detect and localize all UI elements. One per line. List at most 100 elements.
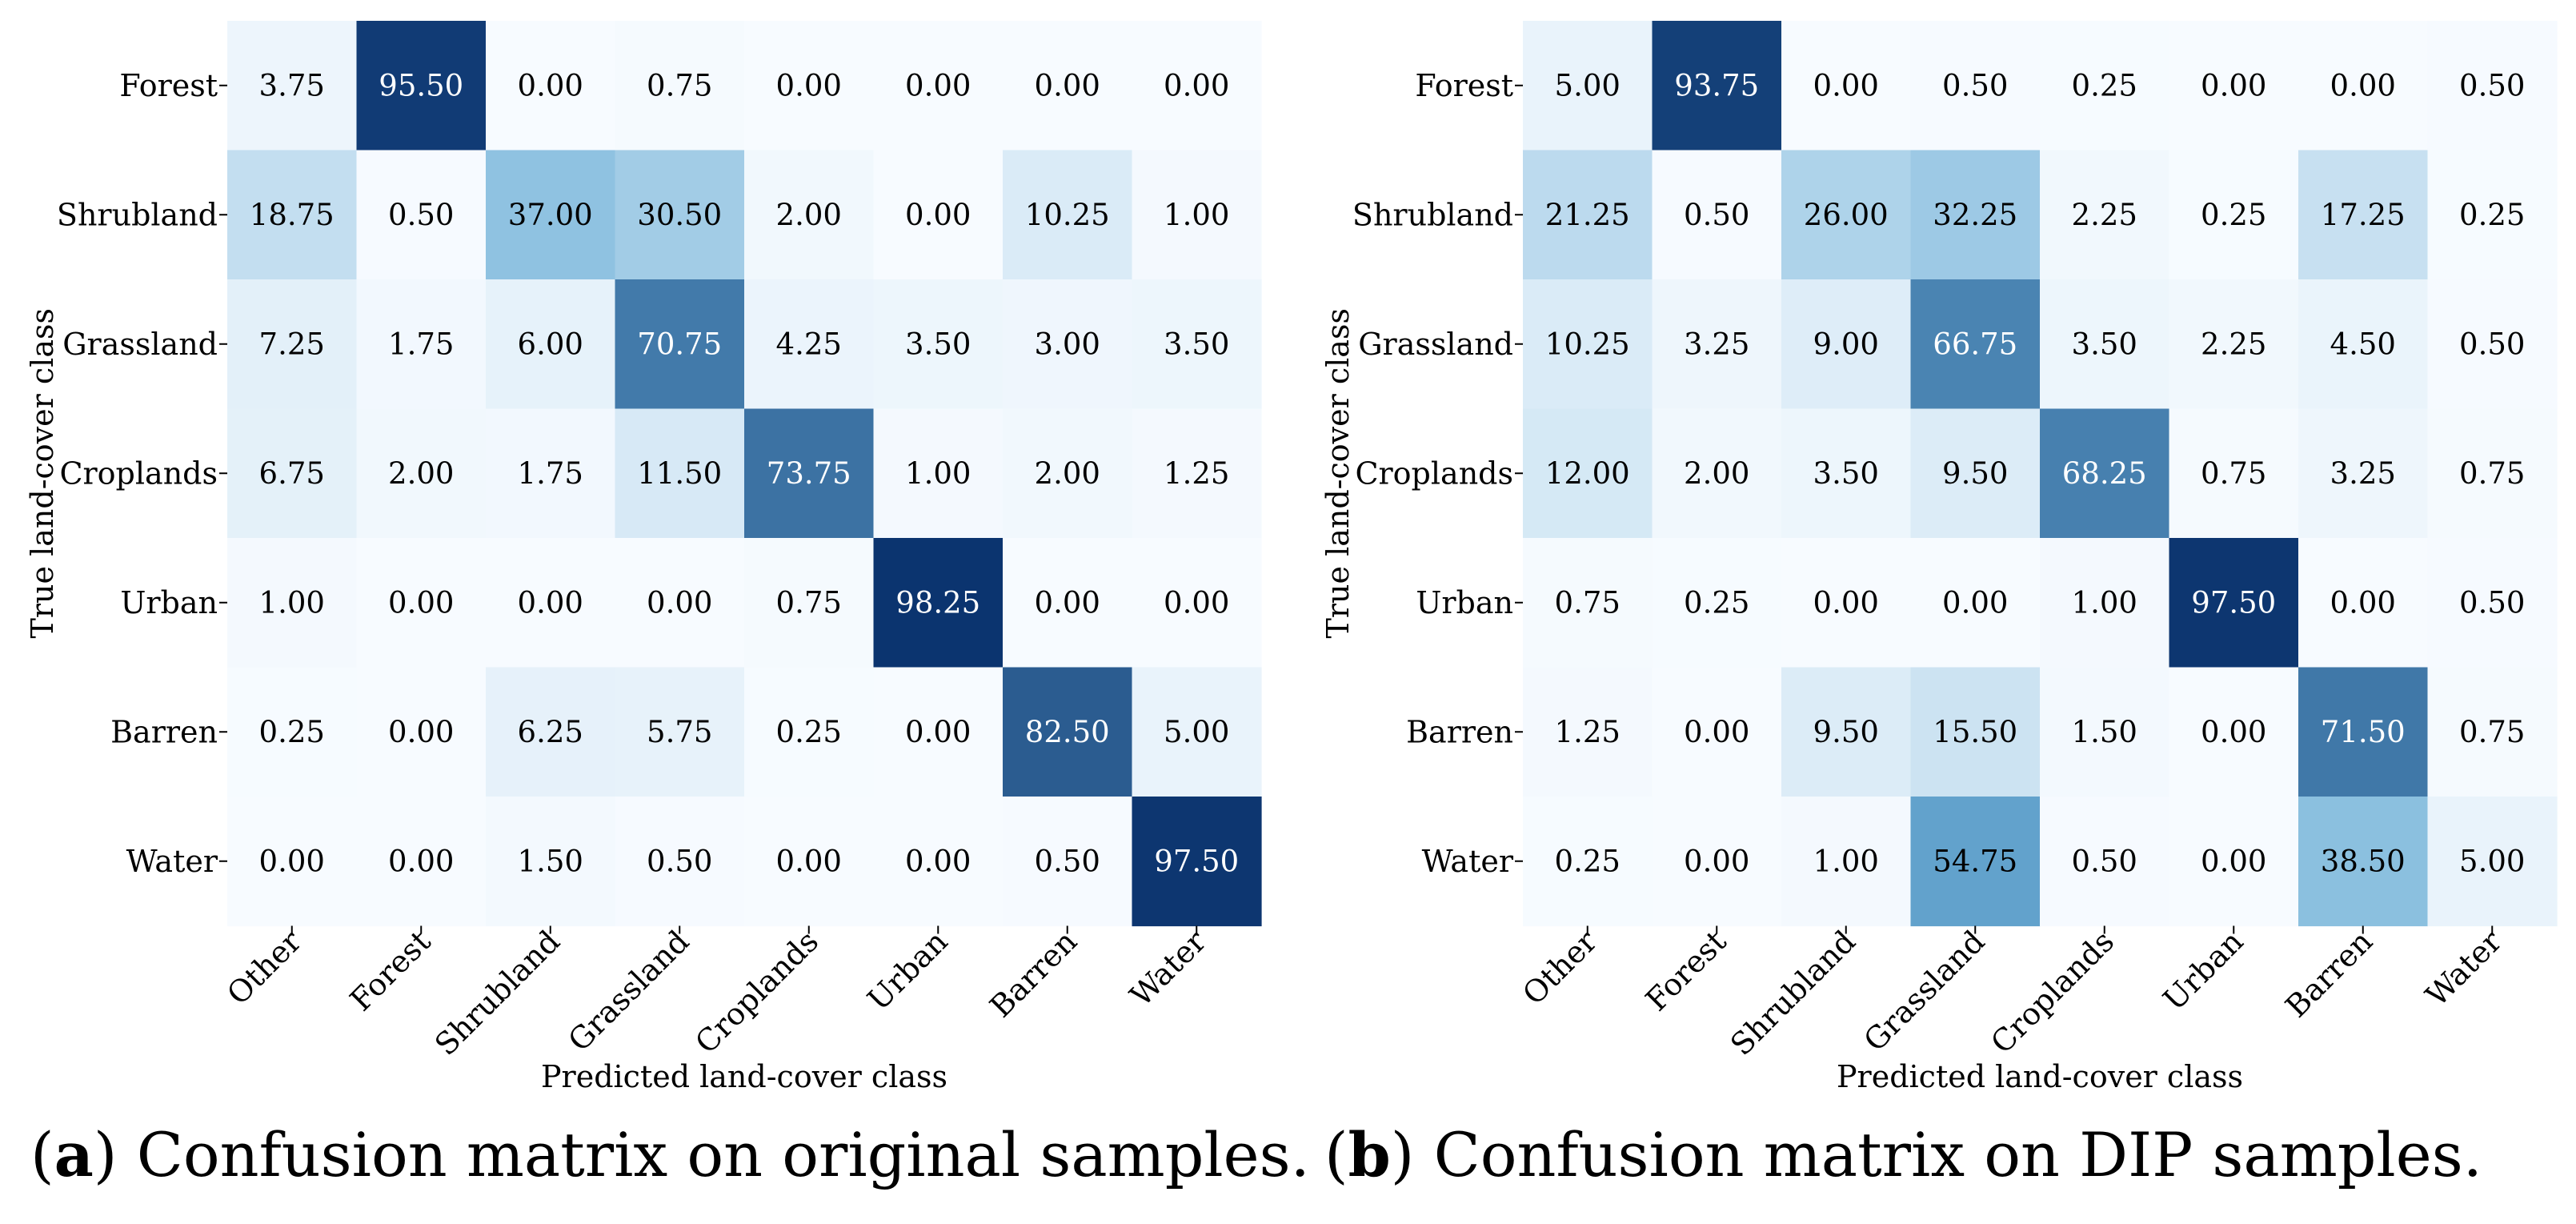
cell-value-b-forest-other: 5.00 (1555, 68, 1621, 102)
caption-a-letter: a (54, 1119, 94, 1190)
heatmap-cell-a-barren-forest (356, 667, 487, 797)
x-tick-label-a-water: Water (1124, 923, 1214, 1013)
heatmap-cell-b-croplands-urban (2169, 408, 2299, 539)
cell-value-a-forest-urban: 0.00 (905, 68, 971, 102)
confusion-matrix-dip: 5.00 93.75 0.00 0.50 0.25 0.00 0.00 0.50 21.25 0.… (1320, 21, 2558, 1094)
cell-value-a-shrubland-shrubland: 37.00 (508, 198, 593, 232)
cell-value-b-barren-croplands: 1.50 (2072, 715, 2137, 749)
cell-value-a-forest-croplands: 0.00 (776, 68, 842, 102)
cell-value-b-forest-forest: 93.75 (1674, 68, 1759, 102)
cell-value-b-water-grassland: 54.75 (1933, 844, 2017, 878)
cell-value-b-urban-water: 0.50 (2459, 585, 2525, 620)
heatmap-cell-b-barren-grassland (1910, 667, 2041, 797)
heatmap-cell-a-water-forest (356, 797, 487, 927)
heatmap-cell-a-shrubland-forest (356, 150, 487, 280)
heatmap-cell-b-water-other (1523, 797, 1653, 927)
cell-value-b-water-urban: 0.00 (2201, 844, 2266, 878)
heatmap-cell-b-barren-croplands (2040, 667, 2170, 797)
heatmap-cell-b-shrubland-other (1523, 150, 1653, 280)
cell-value-b-croplands-water: 0.75 (2459, 456, 2525, 491)
heatmap-cell-a-urban-grassland (615, 538, 745, 668)
cell-value-a-shrubland-forest: 0.50 (388, 198, 454, 232)
cell-value-a-urban-croplands: 0.75 (776, 585, 842, 620)
heatmap-cell-a-shrubland-shrubland (486, 150, 616, 280)
x-axis-label-a: Predicted land-cover class (541, 1059, 947, 1094)
cell-value-a-croplands-grassland: 11.50 (637, 456, 722, 491)
heatmap-cell-a-croplands-urban (873, 408, 1004, 539)
cell-value-a-water-grassland: 0.50 (647, 844, 712, 878)
y-tick-label-b-barren: Barren (1406, 714, 1513, 749)
caption-a-text: Confusion matrix on original samples. (136, 1119, 1310, 1190)
cell-value-a-barren-croplands: 0.25 (776, 715, 842, 749)
heatmap-cell-a-croplands-water (1132, 408, 1262, 539)
cell-value-b-barren-grassland: 15.50 (1933, 715, 2017, 749)
heatmap-cell-a-shrubland-barren (1003, 150, 1133, 280)
heatmap-cell-a-water-croplands (744, 797, 875, 927)
y-tick-label-a-barren: Barren (110, 714, 218, 749)
cell-value-b-barren-other: 1.25 (1555, 715, 1621, 749)
cell-value-a-barren-other: 0.25 (259, 715, 325, 749)
cell-value-a-grassland-croplands: 4.25 (776, 327, 842, 361)
heatmap-cell-a-barren-urban (873, 667, 1004, 797)
heatmap-cell-b-forest-grassland (1910, 21, 2041, 151)
y-tick-label-a-water: Water (126, 844, 218, 879)
heatmap-cell-b-urban-water (2427, 538, 2558, 668)
x-tick-label-b-water: Water (2419, 923, 2510, 1013)
x-axis-label-b: Predicted land-cover class (1837, 1059, 2243, 1094)
heatmap-cell-a-barren-barren (1003, 667, 1133, 797)
cell-value-a-grassland-forest: 1.75 (388, 327, 454, 361)
cell-value-b-water-water: 5.00 (2459, 844, 2525, 878)
y-tick-label-b-water: Water (1422, 844, 1514, 879)
heatmap-cell-b-forest-croplands (2040, 21, 2170, 151)
heatmap-cell-b-forest-barren (2298, 21, 2429, 151)
heatmap-cell-a-grassland-shrubland (486, 279, 616, 410)
cell-value-b-urban-shrubland: 0.00 (1813, 585, 1879, 620)
caption-a: (a) Confusion matrix on original samples… (30, 1119, 1310, 1190)
heatmap-cell-b-shrubland-grassland (1910, 150, 2041, 280)
heatmap-cell-b-urban-barren (2298, 538, 2429, 668)
heatmap-cell-b-shrubland-croplands (2040, 150, 2170, 280)
heatmap-cell-b-urban-other (1523, 538, 1653, 668)
heatmap-cell-a-grassland-water (1132, 279, 1262, 410)
heatmap-cell-a-grassland-forest (356, 279, 487, 410)
heatmap-cell-b-water-grassland (1910, 797, 2041, 927)
y-tick-label-a-croplands: Croplands (59, 455, 218, 491)
y-tick-label-b-croplands: Croplands (1355, 455, 1513, 491)
heatmap-cell-a-urban-barren (1003, 538, 1133, 668)
heatmap-cell-a-croplands-other (227, 408, 358, 539)
cell-value-b-barren-barren: 71.50 (2321, 715, 2406, 749)
cell-value-b-grassland-grassland: 66.75 (1933, 327, 2017, 361)
heatmap-cell-a-urban-croplands (744, 538, 875, 668)
cell-value-a-urban-forest: 0.00 (388, 585, 454, 620)
cell-value-a-grassland-grassland: 70.75 (637, 327, 722, 361)
cell-value-a-urban-barren: 0.00 (1035, 585, 1100, 620)
x-tick-label-b-shrubland: Shrubland (1724, 924, 1862, 1062)
heatmap-cell-b-forest-other (1523, 21, 1653, 151)
heatmap-cell-b-grassland-forest (1652, 279, 1782, 410)
heatmap-cell-b-urban-forest (1652, 538, 1782, 668)
heatmap-cell-a-barren-shrubland (486, 667, 616, 797)
heatmap-cell-a-shrubland-water (1132, 150, 1262, 280)
x-tick-label-b-other: Other (1516, 923, 1604, 1012)
cell-value-a-water-urban: 0.00 (905, 844, 971, 878)
y-tick-label-b-forest: Forest (1415, 68, 1513, 103)
cell-value-a-shrubland-urban: 0.00 (905, 198, 971, 232)
heatmap-cell-a-shrubland-grassland (615, 150, 745, 280)
heatmap-cell-b-water-forest (1652, 797, 1782, 927)
cell-value-b-forest-grassland: 0.50 (1942, 68, 2008, 102)
heatmap-cell-b-grassland-croplands (2040, 279, 2170, 410)
cell-value-a-water-other: 0.00 (259, 844, 325, 878)
cell-value-b-croplands-other: 12.00 (1545, 456, 1630, 491)
cell-value-a-barren-shrubland: 6.25 (518, 715, 583, 749)
cell-value-b-urban-forest: 0.25 (1684, 585, 1749, 620)
cell-value-b-grassland-croplands: 3.50 (2072, 327, 2137, 361)
x-tick-label-b-urban: Urban (2156, 924, 2249, 1017)
heatmap-cell-b-croplands-croplands (2040, 408, 2170, 539)
cell-value-a-shrubland-other: 18.75 (250, 198, 335, 232)
cell-value-a-water-barren: 0.50 (1035, 844, 1100, 878)
cell-value-b-grassland-barren: 4.50 (2330, 327, 2396, 361)
cell-value-a-urban-other: 1.00 (259, 585, 325, 620)
cell-value-a-forest-barren: 0.00 (1035, 68, 1100, 102)
heatmap-cell-a-forest-forest (356, 21, 487, 151)
caption-b-text: Confusion matrix on DIP samples. (1433, 1119, 2482, 1190)
